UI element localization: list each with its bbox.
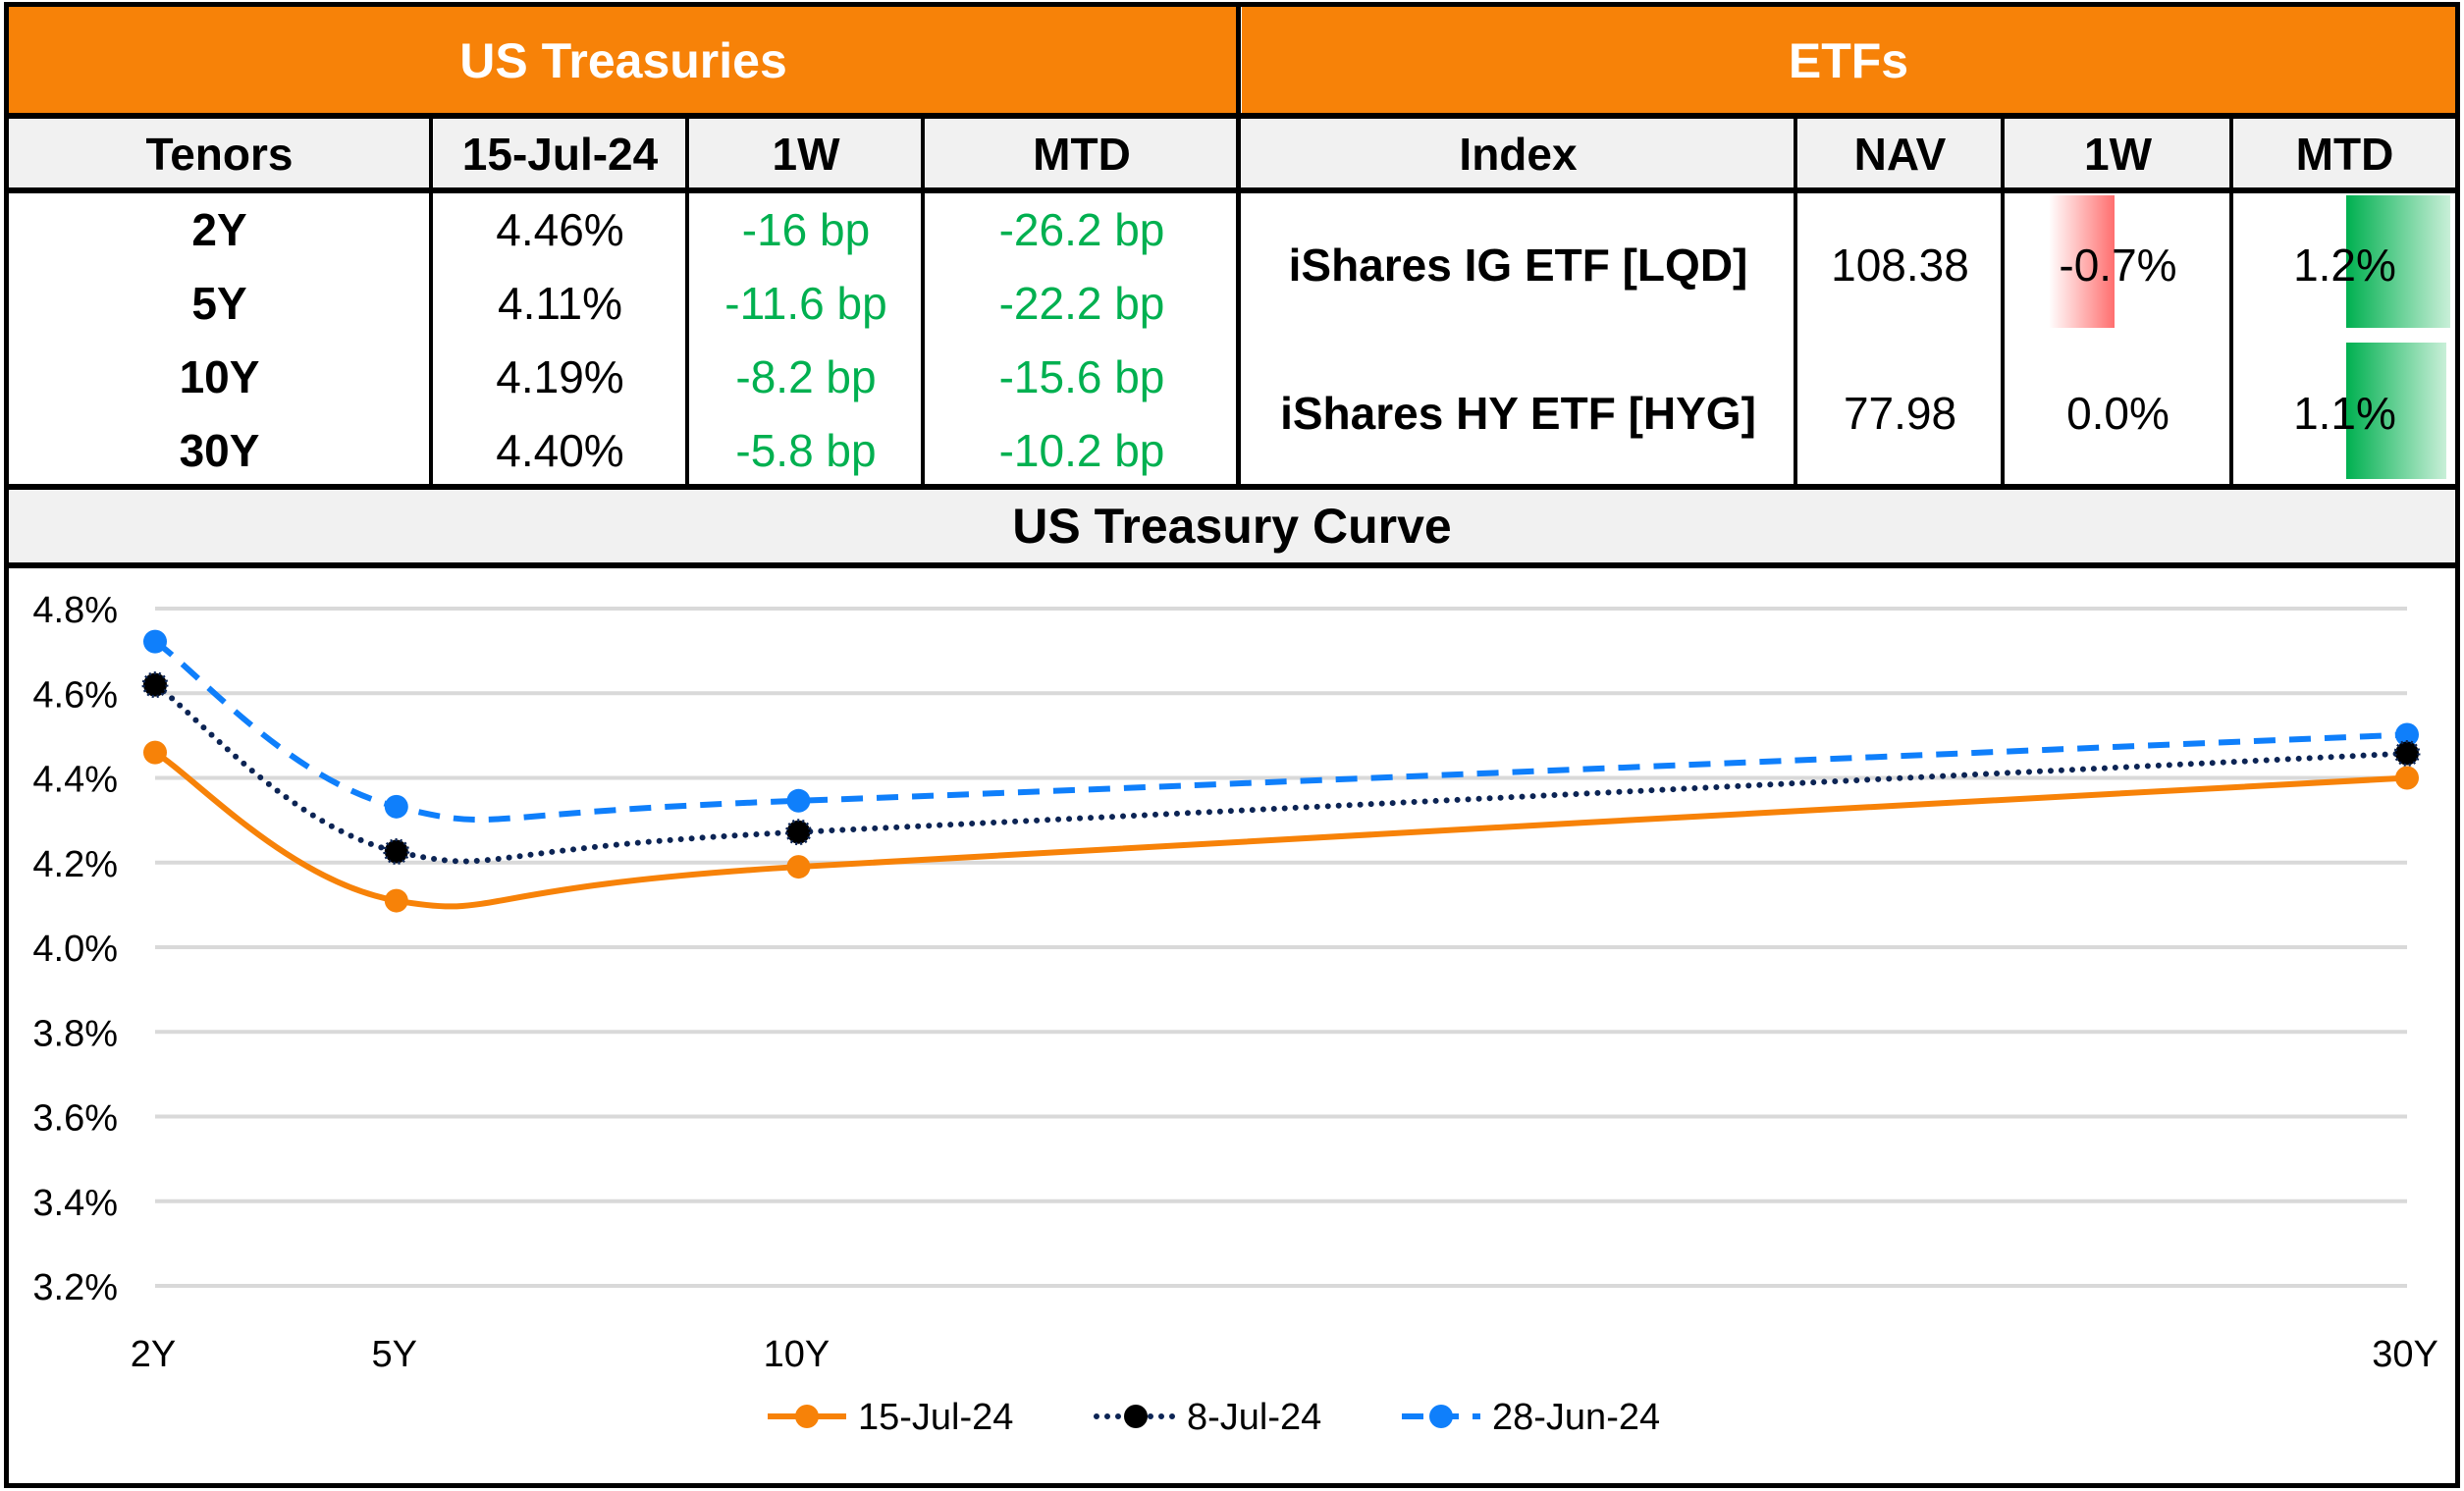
y-tick-label: 3.4% [32,1183,118,1224]
change-mtd: -22.2 bp [998,278,1165,329]
treasuries-section-title: US Treasuries [9,7,1238,115]
divider-line [4,484,2460,490]
y-tick-label: 3.2% [32,1267,118,1308]
etf-change-1w: 0.0% [2066,388,2169,439]
divider-line [4,562,2460,568]
y-tick-label: 4.4% [32,760,118,801]
etf-1w-databar-lqd [2049,195,2115,328]
series-15-jul-24 [143,740,2419,913]
legend-item: 8-Jul-24 [1094,1397,1321,1438]
legend-item: 28-Jun-24 [1402,1397,1660,1438]
legend-swatch-marker [795,1405,819,1428]
col-header-1w: 1W [690,120,922,188]
change-1w: -8.2 bp [735,351,877,402]
col-header-tenors: Tenors [9,120,430,188]
yield-value: 4.19% [496,351,624,402]
series-line [153,750,2408,910]
data-point [786,855,811,879]
col-header-etf-1w: 1W [2006,120,2230,188]
y-tick-label: 4.0% [32,929,118,970]
series-8-jul-24 [141,671,2421,866]
tenor-label: 10Y [179,351,260,402]
col-header-index: Index [1242,120,1794,188]
divider-line [2001,115,2005,486]
tenor-label: 30Y [179,425,260,476]
col-header-nav: NAV [1798,120,2002,188]
series-line [153,639,2408,824]
x-tick-label: 10Y [764,1334,830,1375]
y-tick-label: 4.8% [32,590,118,631]
data-point [384,888,408,913]
col-header-mtd: MTD [926,120,1238,188]
etf-change-mtd: 1.1% [2293,388,2396,439]
data-point [383,838,410,866]
divider-line [4,113,2460,119]
data-point [141,671,169,699]
etf-name: iShares HY ETF [HYG] [1280,388,1756,439]
legend-label: 15-Jul-24 [858,1397,1013,1438]
chart-title: US Treasury Curve [9,490,2455,562]
change-mtd: -10.2 bp [998,425,1165,476]
legend: 15-Jul-24 8-Jul-24 28-Jun-24 [768,1397,1660,1438]
y-tick-label: 4.2% [32,844,118,885]
data-point [2395,722,2419,747]
y-tick-label: 4.6% [32,674,118,716]
col-header-date: 15-Jul-24 [434,120,686,188]
change-1w: -5.8 bp [735,425,877,476]
yield-value: 4.40% [496,425,624,476]
x-tick-label: 2Y [131,1334,176,1375]
report-frame [4,2,2460,1488]
data-point [143,740,167,765]
legend-swatch-marker [1429,1405,1453,1428]
etf-mtd-databar-lqd [2346,195,2450,328]
data-point [786,788,811,813]
yield-value: 4.46% [496,204,624,255]
data-point [2395,766,2419,790]
change-mtd: -26.2 bp [998,204,1165,255]
tenor-label: 2Y [191,204,247,255]
x-tick-label: 30Y [2372,1334,2438,1375]
etf-nav: 77.98 [1843,388,1957,439]
y-tick-label: 3.8% [32,1013,118,1054]
legend-swatch-marker [1124,1405,1148,1428]
x-tick-label: 5Y [372,1334,417,1375]
change-mtd: -15.6 bp [998,351,1165,402]
divider-line [685,115,689,486]
divider-line [2229,115,2233,486]
divider-line [1236,2,1241,488]
yield-value: 4.11% [497,278,623,329]
etf-change-mtd: 1.2% [2293,240,2396,291]
y-tick-label: 3.6% [32,1098,118,1140]
data-point [784,819,812,846]
data-point [143,629,167,654]
divider-line [921,115,925,486]
y-axis-labels: 3.2% 3.4% 3.6% 3.8% 4.0% 4.2% 4.4% 4.6% 4.8% [32,590,118,1308]
divider-line [429,115,433,486]
etf-mtd-databar-hyg [2346,343,2446,479]
legend-item: 15-Jul-24 [768,1397,1013,1438]
col-header-etf-mtd: MTD [2234,120,2455,188]
etfs-section-title: ETFs [1242,7,2455,115]
legend-label: 8-Jul-24 [1187,1397,1321,1438]
change-1w: -11.6 bp [724,278,887,329]
data-point [384,794,408,819]
divider-line [1794,115,1797,486]
etf-nav: 108.38 [1831,240,1969,291]
change-1w: -16 bp [741,204,871,255]
x-axis-labels: 2Y 5Y 10Y 30Y [131,1334,2438,1375]
legend-label: 28-Jun-24 [1492,1397,1660,1438]
divider-line [4,187,2460,193]
gridlines [155,607,2407,1288]
etf-name: iShares IG ETF [LQD] [1288,240,1748,291]
series-28-jun-24 [143,629,2419,824]
data-point [2393,739,2421,767]
series-lines [141,629,2421,913]
etf-change-1w: -0.7% [2059,240,2177,291]
tenor-label: 5Y [191,278,247,329]
series-line [152,681,2410,865]
